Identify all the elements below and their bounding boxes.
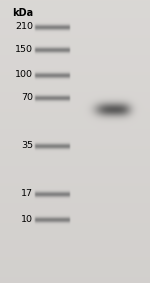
Text: 150: 150 [15,45,33,54]
Text: 17: 17 [21,189,33,198]
Text: 35: 35 [21,141,33,150]
Text: 210: 210 [15,22,33,31]
Text: kDa: kDa [12,8,33,18]
Text: 70: 70 [21,93,33,102]
Text: 10: 10 [21,215,33,224]
Text: 100: 100 [15,70,33,80]
